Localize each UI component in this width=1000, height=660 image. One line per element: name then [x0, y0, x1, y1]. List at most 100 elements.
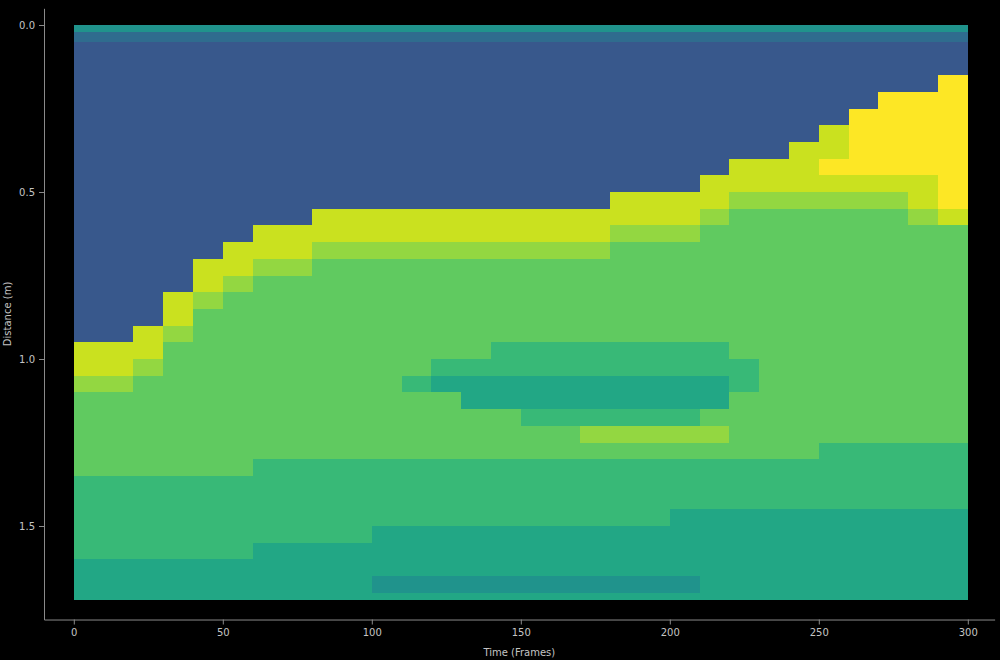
- cell: [789, 25, 819, 32]
- cell: [700, 276, 730, 293]
- cell: [789, 443, 819, 460]
- cell: [908, 92, 938, 109]
- cell: [402, 593, 432, 600]
- cell: [461, 359, 491, 376]
- cell: [163, 109, 193, 126]
- cell: [491, 509, 521, 526]
- cell: [74, 543, 104, 560]
- cell: [193, 292, 223, 309]
- cell: [610, 359, 640, 376]
- cell: [342, 209, 372, 226]
- axis-line: [44, 9, 45, 620]
- cell: [938, 493, 968, 510]
- cell: [759, 125, 789, 142]
- cell: [938, 109, 968, 126]
- cell: [491, 109, 521, 126]
- cell: [938, 42, 968, 59]
- cell: [431, 142, 461, 159]
- cell: [849, 459, 879, 476]
- cell: [580, 342, 610, 359]
- cell: [551, 593, 581, 600]
- cell: [700, 392, 730, 409]
- tick-label: 0.5: [19, 187, 35, 198]
- cell: [670, 359, 700, 376]
- cell: [729, 476, 759, 493]
- cell: [908, 409, 938, 426]
- cell: [461, 559, 491, 576]
- cell: [104, 359, 134, 376]
- cell: [759, 242, 789, 259]
- cell: [491, 259, 521, 276]
- cell: [431, 276, 461, 293]
- cell: [342, 459, 372, 476]
- cell: [759, 392, 789, 409]
- cell: [819, 543, 849, 560]
- cell: [938, 75, 968, 92]
- cell: [163, 142, 193, 159]
- cell: [372, 92, 402, 109]
- cell: [104, 443, 134, 460]
- cell: [849, 276, 879, 293]
- cell: [402, 426, 432, 443]
- cell: [640, 25, 670, 32]
- tick: 0: [71, 620, 77, 638]
- cell: [104, 593, 134, 600]
- cell: [908, 259, 938, 276]
- cell: [849, 509, 879, 526]
- tick: 300: [959, 620, 978, 638]
- cell: [193, 509, 223, 526]
- cell: [700, 559, 730, 576]
- cell: [491, 443, 521, 460]
- cell: [282, 125, 312, 142]
- cell: [461, 159, 491, 176]
- cell: [223, 409, 253, 426]
- cell: [908, 593, 938, 600]
- cell: [670, 493, 700, 510]
- cell: [938, 259, 968, 276]
- cell: [700, 342, 730, 359]
- cell: [104, 32, 134, 43]
- cell: [551, 526, 581, 543]
- cell: [312, 476, 342, 493]
- cell: [670, 443, 700, 460]
- cell: [670, 25, 700, 32]
- cell: [670, 342, 700, 359]
- cell: [253, 309, 283, 326]
- cell: [521, 359, 551, 376]
- cell: [849, 209, 879, 226]
- cell: [521, 25, 551, 32]
- cell: [908, 159, 938, 176]
- cell: [193, 142, 223, 159]
- cell: [402, 142, 432, 159]
- cell: [223, 159, 253, 176]
- cell: [193, 159, 223, 176]
- cell: [878, 175, 908, 192]
- cell: [640, 559, 670, 576]
- cell: [402, 75, 432, 92]
- cell: [521, 376, 551, 393]
- cell: [819, 459, 849, 476]
- cell: [312, 309, 342, 326]
- cell: [938, 25, 968, 32]
- cell: [610, 559, 640, 576]
- cell: [849, 359, 879, 376]
- tick-mark: [521, 620, 522, 625]
- cell: [878, 159, 908, 176]
- cell: [908, 192, 938, 209]
- cell: [402, 175, 432, 192]
- cell: [342, 92, 372, 109]
- cell: [580, 225, 610, 242]
- axis-line: [45, 620, 996, 621]
- tick-label: 150: [512, 627, 531, 638]
- cell: [253, 192, 283, 209]
- cell: [342, 125, 372, 142]
- cell: [372, 359, 402, 376]
- cell: [878, 58, 908, 75]
- cell: [610, 543, 640, 560]
- cell: [193, 543, 223, 560]
- cell: [312, 109, 342, 126]
- cell: [163, 276, 193, 293]
- cell: [402, 443, 432, 460]
- cell: [819, 92, 849, 109]
- cell: [640, 576, 670, 593]
